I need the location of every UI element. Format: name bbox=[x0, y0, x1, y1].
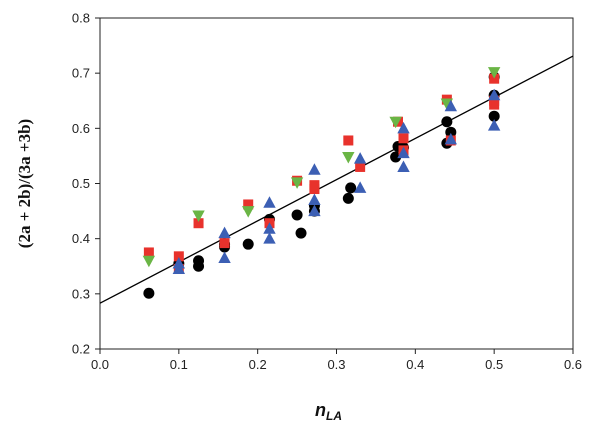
data-point-triangle-up bbox=[263, 222, 276, 234]
data-point-square bbox=[489, 73, 500, 84]
data-point-triangle-down bbox=[487, 67, 501, 79]
data-point-triangle-up bbox=[308, 193, 321, 206]
data-point-triangle-up bbox=[444, 132, 458, 145]
x-axis-label-subscript: LA bbox=[326, 409, 342, 423]
data-point-square bbox=[143, 247, 154, 258]
y-tick-label: 0.8 bbox=[72, 11, 90, 26]
x-tick-label: 0.5 bbox=[485, 357, 503, 372]
data-point-triangle-up bbox=[353, 181, 367, 193]
data-point-circle bbox=[345, 182, 357, 194]
data-point-circle bbox=[193, 255, 205, 267]
x-tick-label: 0.0 bbox=[91, 357, 109, 372]
data-point-triangle-down bbox=[192, 210, 205, 222]
data-point-triangle-down bbox=[389, 116, 402, 129]
plot-frame bbox=[99, 17, 574, 350]
data-point-circle bbox=[295, 227, 307, 239]
data-point-triangle-up bbox=[172, 256, 186, 269]
y-tick-label: 0.7 bbox=[72, 66, 90, 81]
x-tick-label: 0.2 bbox=[249, 357, 267, 372]
data-point-square bbox=[355, 161, 366, 172]
data-point-square bbox=[398, 133, 409, 144]
data-point-triangle-up bbox=[263, 196, 276, 208]
data-point-square bbox=[489, 95, 500, 106]
data-point-triangle-down bbox=[242, 206, 255, 218]
data-point-circle bbox=[342, 192, 354, 204]
data-point-square bbox=[309, 184, 320, 195]
data-point-triangle-down bbox=[342, 152, 355, 164]
axis-labels: 0.0 0.1 0.2 0.3 0.4 0.5 0.6 0.2 0.3 0.4 0.5 0.6 0.7 0… bbox=[15, 11, 582, 423]
data-point-circle bbox=[390, 151, 402, 163]
data-point-triangle-up bbox=[263, 232, 276, 244]
axes bbox=[95, 17, 574, 354]
data-point-triangle-up bbox=[308, 204, 321, 217]
x-axis-label: nLA bbox=[315, 400, 342, 423]
data-point-triangle-up bbox=[397, 146, 410, 159]
x-tick-label: 0.3 bbox=[327, 357, 345, 372]
data-point-circle bbox=[441, 116, 453, 128]
data-point-square bbox=[219, 238, 230, 249]
data-point-circle bbox=[291, 209, 303, 221]
data-point-triangle-down bbox=[290, 177, 304, 189]
y-tick-label: 0.5 bbox=[72, 176, 90, 191]
data-point-circle bbox=[143, 287, 155, 299]
x-tick-label: 0.4 bbox=[406, 357, 424, 372]
data-point-square bbox=[193, 218, 204, 229]
data-point-triangle-up bbox=[487, 119, 501, 131]
data-point-triangle-up bbox=[218, 226, 231, 239]
y-axis-label: (2a + 2b)/(3a +3b) bbox=[15, 119, 34, 248]
x-axis-label-main: n bbox=[315, 400, 326, 420]
data-point-square bbox=[343, 135, 354, 146]
data-point-circle bbox=[445, 126, 457, 138]
data-point-triangle-up bbox=[397, 121, 410, 134]
data-point-triangle-down bbox=[142, 255, 156, 268]
data-point-triangle-up bbox=[308, 163, 321, 175]
data-point-triangle-up bbox=[218, 251, 231, 263]
trendline-group bbox=[99, 55, 574, 304]
y-tick-label: 0.3 bbox=[72, 286, 90, 301]
y-tick-label: 0.4 bbox=[72, 231, 90, 246]
y-tick-label: 0.6 bbox=[72, 121, 90, 136]
data-points bbox=[142, 67, 501, 299]
data-point-circle bbox=[488, 110, 500, 122]
data-point-triangle-up bbox=[487, 88, 501, 101]
data-point-square bbox=[243, 199, 254, 210]
data-point-triangle-up bbox=[397, 160, 410, 172]
data-point-triangle-up bbox=[353, 152, 367, 164]
y-tick-label: 0.2 bbox=[72, 342, 90, 357]
data-point-square bbox=[173, 251, 184, 262]
x-tick-label: 0.6 bbox=[564, 357, 582, 372]
trendline bbox=[99, 55, 574, 304]
data-point-triangle-up bbox=[444, 99, 458, 112]
x-tick-label: 0.1 bbox=[170, 357, 188, 372]
data-point-circle bbox=[242, 238, 254, 250]
